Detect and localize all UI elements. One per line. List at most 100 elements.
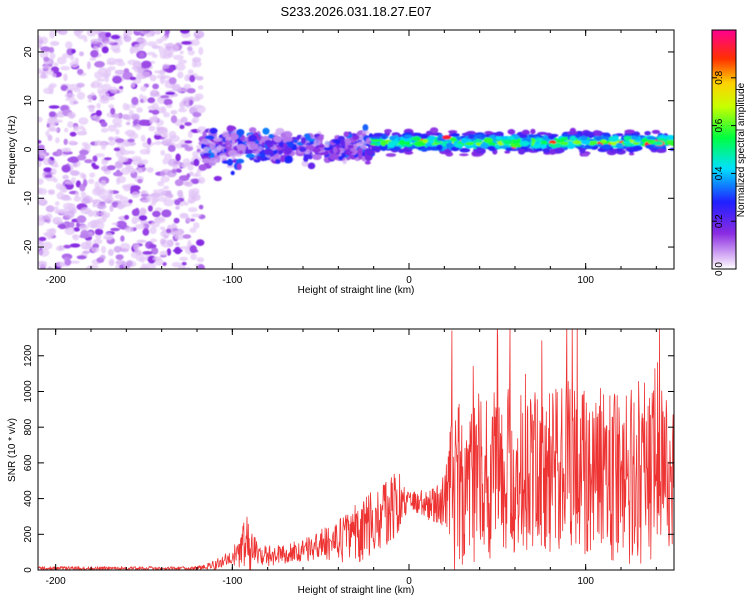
heatmap-blob [64,227,75,236]
heatmap-blob [154,141,162,145]
heatmap-blob [152,210,161,218]
heatmap-blob [107,124,117,132]
heatmap-blob [367,150,375,156]
heatmap-blob [109,86,118,94]
heatmap-blob [41,241,53,250]
heatmap-blob [130,185,141,191]
heatmap-blob [180,144,189,148]
heatmap-blob [84,159,93,164]
heatmap-blob [91,247,100,253]
heatmap-blob [667,141,673,145]
heatmap-blob [160,176,170,183]
heatmap-blob [119,149,130,156]
heatmap-blob [312,147,321,153]
heatmap-blob [119,196,129,204]
heatmap-blob [112,75,122,84]
heatmap-blob [113,245,122,253]
spectrogram-xtick-label: 0 [406,275,412,286]
heatmap-blob [38,236,47,242]
heatmap-blob [184,181,194,187]
heatmap-blob [384,129,392,134]
heatmap-blob [131,81,136,88]
heatmap-blob [100,88,108,94]
heatmap-blob [494,133,504,137]
heatmap-blob [120,156,129,163]
colorbar-gradient [712,30,736,269]
heatmap-blob [361,130,370,135]
heatmap-blob [153,130,163,136]
heatmap-blob [615,142,623,149]
heatmap-blob [120,235,125,242]
heatmap-blob [181,164,187,169]
heatmap-blob [53,206,59,210]
heatmap-blob [100,142,107,151]
heatmap-blob [299,146,307,153]
heatmap-blob [146,167,154,173]
heatmap-blob [244,137,249,142]
heatmap-blob [245,153,255,158]
heatmap-blob [139,94,144,100]
heatmap-blob [38,188,48,195]
heatmap-blob [655,148,667,153]
snr-ytick-label: 0 [23,567,34,573]
heatmap-blob [323,146,332,151]
heatmap-blob [202,146,210,153]
heatmap-blob [72,100,79,105]
heatmap-blob [148,125,156,132]
heatmap-blob [153,217,165,222]
heatmap-blob [166,104,173,108]
heatmap-blob [68,140,77,145]
colorbar-ticks: 0.0 0.2 0.4 0.6 0.8 [712,70,736,276]
heatmap-blob [236,158,245,164]
heatmap-blob [530,128,536,135]
heatmap-blob [49,52,56,60]
heatmap-blob [192,57,202,63]
heatmap-blob [362,124,369,132]
snr-xtick-label: 100 [577,576,594,587]
heatmap-blob [248,134,257,142]
heatmap-blob [49,30,56,39]
heatmap-blob [63,244,72,249]
heatmap-blob [151,109,160,115]
heatmap-blob [139,266,150,269]
heatmap-blob [150,201,156,206]
heatmap-blob [101,194,112,203]
heatmap-blob [187,130,193,139]
heatmap-blob [630,135,638,140]
heatmap-blob [128,199,133,204]
heatmap-blob [209,141,216,149]
heatmap-blob [38,178,44,185]
heatmap-blob [519,134,528,139]
heatmap-blob [133,43,144,51]
heatmap-blob [163,112,171,118]
heatmap-blob [535,137,543,142]
heatmap-blob [116,61,126,67]
heatmap-blob [173,54,184,61]
heatmap-blob [92,155,98,162]
snr-ytick-label: 600 [23,454,34,471]
heatmap-blob [442,135,452,140]
heatmap-blob [460,137,468,144]
heatmap-blob [77,68,84,75]
heatmap-blob [168,131,177,139]
heatmap-blob [180,30,190,34]
heatmap-blob [79,224,89,231]
heatmap-blob [175,242,180,246]
heatmap-blob [414,141,425,147]
heatmap-blob [391,132,401,137]
heatmap-blob [316,136,324,141]
heatmap-blob [333,139,342,144]
heatmap-blob [115,260,126,266]
heatmap-blob [346,150,353,155]
heatmap-blob [370,136,382,140]
heatmap-blob [303,156,309,163]
heatmap-blob [312,153,322,161]
heatmap-blob [307,138,315,142]
heatmap-blob [47,84,55,92]
heatmap-blobs [38,30,674,269]
heatmap-blob [389,135,395,141]
heatmap-blob [260,152,266,159]
heatmap-blob [48,90,54,95]
colorbar-tick-label: 0.8 [714,70,725,84]
heatmap-blob [141,71,151,78]
